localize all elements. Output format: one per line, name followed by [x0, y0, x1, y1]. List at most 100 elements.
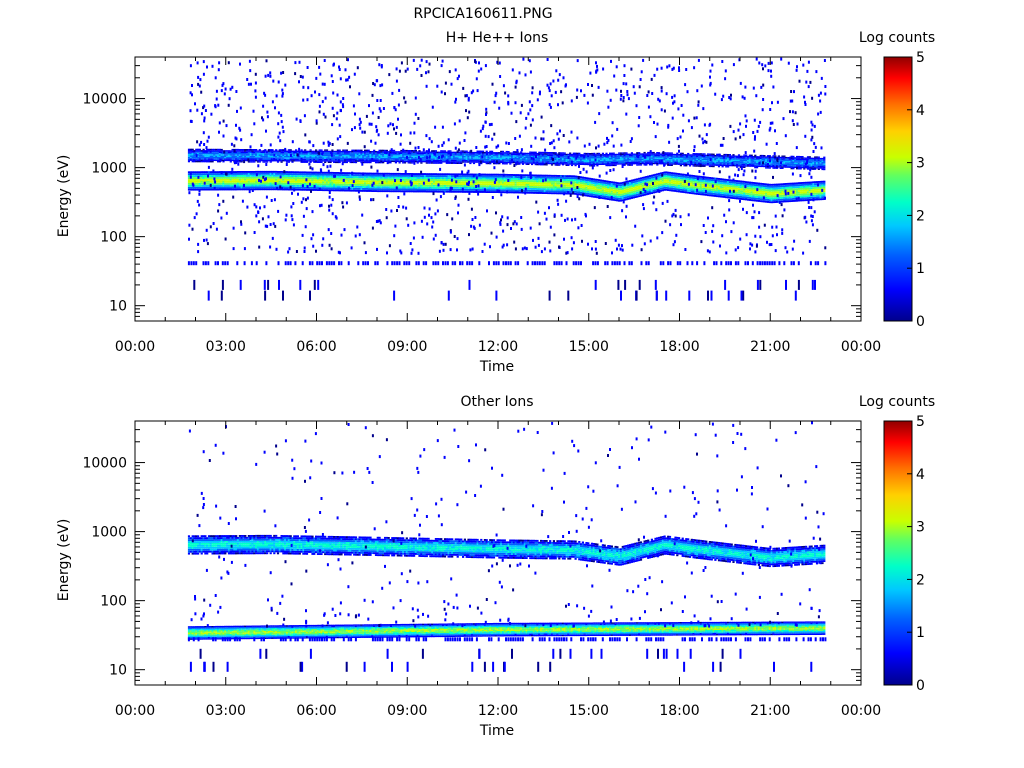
heatmap-cell: [187, 155, 191, 157]
heatmap-cell: [217, 180, 220, 183]
heatmap-cell: [360, 186, 363, 188]
heatmap-cell: [423, 182, 427, 185]
heatmap-cell: [376, 184, 379, 187]
heatmap-cell: [425, 188, 428, 191]
heatmap-cell: [594, 180, 597, 183]
heatmap-cell: [400, 182, 403, 185]
heatmap-cell: [373, 176, 376, 179]
heatmap-cell: [427, 186, 430, 189]
heatmap-cell: [273, 172, 276, 175]
heatmap-cell: [630, 189, 633, 192]
heatmap-cell: [619, 195, 623, 198]
heatmap-cell: [445, 179, 448, 181]
heatmap-cell: [460, 190, 463, 193]
heatmap-cell: [197, 188, 200, 191]
heatmap-cell: [344, 183, 347, 186]
heatmap-cell: [414, 178, 417, 181]
heatmap-cell: [222, 180, 225, 183]
heatmap-cell: [454, 183, 457, 185]
heatmap-cell: [429, 188, 432, 191]
heatmap-cell: [618, 199, 621, 202]
heatmap-cell: [322, 189, 325, 192]
heatmap-cell: [291, 186, 294, 189]
heatmap-cell: [476, 187, 479, 189]
heatmap-cell: [598, 179, 601, 182]
heatmap-cell: [376, 178, 379, 181]
heatmap-cell: [454, 179, 457, 182]
heatmap-cell: [648, 177, 652, 179]
heatmap-cell: [287, 188, 290, 191]
heatmap-cell: [560, 192, 563, 195]
heatmap-cell: [325, 149, 329, 151]
heatmap-cell: [236, 188, 240, 191]
heatmap-cell: [630, 187, 633, 190]
heatmap-cell: [465, 190, 468, 193]
heatmap-cell: [198, 186, 201, 189]
heatmap-cell: [309, 171, 312, 174]
heatmap-cell: [191, 148, 194, 151]
heatmap-cell: [304, 188, 307, 191]
heatmap-cell: [378, 180, 381, 183]
heatmap-cell: [231, 176, 234, 179]
heatmap-cell: [536, 184, 539, 187]
heatmap-cell: [189, 171, 192, 174]
heatmap-cell: [227, 182, 231, 185]
heatmap-cell: [333, 157, 336, 159]
heatmap-cell: [307, 181, 310, 184]
heatmap-cell: [563, 184, 566, 187]
heatmap-cell: [309, 173, 312, 176]
heatmap-cell: [630, 179, 633, 182]
heatmap-cell: [340, 181, 343, 184]
heatmap-cell: [284, 173, 287, 175]
heatmap-cell: [556, 180, 559, 183]
heatmap-cell: [639, 179, 643, 182]
heatmap-cell: [632, 183, 635, 185]
heatmap-cell: [648, 184, 652, 187]
heatmap-cell: [302, 183, 305, 185]
heatmap-cell: [434, 188, 437, 191]
heatmap-cell: [266, 174, 269, 177]
heatmap-cell: [483, 181, 486, 184]
heatmap-cell: [471, 179, 474, 182]
heatmap-cell: [672, 176, 675, 179]
heatmap-cell: [325, 179, 329, 182]
heatmap-cell: [436, 177, 439, 179]
heatmap-cell: [362, 186, 365, 188]
heatmap-cell: [209, 175, 212, 177]
heatmap-cell: [552, 182, 555, 185]
heatmap-cell: [315, 149, 318, 151]
heatmap-cell: [425, 179, 428, 181]
heatmap-cell: [590, 181, 594, 184]
heatmap-cell: [362, 182, 365, 185]
heatmap-cell: [601, 183, 604, 186]
heatmap-cell: [227, 180, 231, 183]
heatmap-cell: [285, 158, 289, 161]
heatmap-cell: [487, 191, 490, 193]
heatmap-cell: [418, 186, 421, 189]
heatmap-cell: [227, 173, 231, 175]
heatmap-cell: [367, 190, 370, 192]
heatmap-cell: [580, 182, 583, 184]
heatmap-cell: [418, 190, 421, 193]
heatmap-cell: [474, 179, 477, 182]
heatmap-cell: [603, 189, 606, 192]
heatmap-cell: [218, 171, 221, 173]
heatmap-cell: [638, 189, 641, 192]
heatmap-cell: [217, 184, 220, 187]
heatmap-cell: [373, 178, 376, 181]
heatmap-cell: [251, 171, 254, 173]
heatmap-cell: [262, 172, 265, 175]
heatmap-cell: [603, 182, 606, 184]
heatmap-cell: [413, 176, 416, 179]
heatmap-cell: [589, 195, 592, 198]
heatmap-cell: [358, 184, 361, 186]
heatmap-cell: [233, 178, 236, 181]
heatmap-cell: [638, 185, 641, 188]
heatmap-cell: [616, 195, 619, 198]
heatmap-cell: [187, 181, 191, 183]
heatmap-cell: [253, 178, 256, 181]
heatmap-cell: [325, 183, 329, 186]
heatmap-cell: [471, 190, 474, 193]
heatmap-cell: [416, 180, 419, 183]
heatmap-cell: [525, 176, 528, 179]
